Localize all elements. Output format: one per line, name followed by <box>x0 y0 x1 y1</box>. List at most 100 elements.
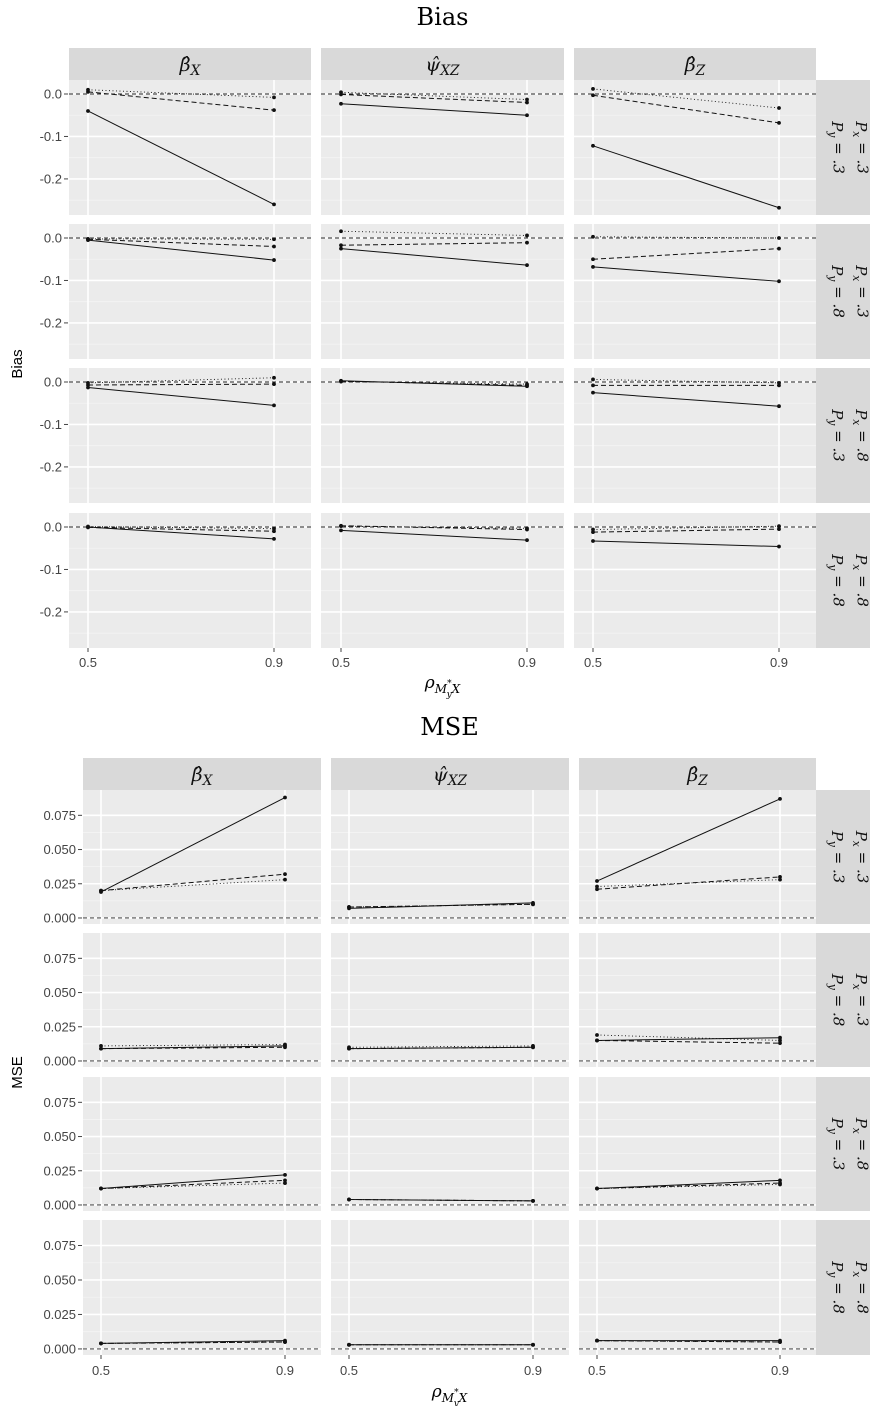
data-point-dotted <box>777 380 781 385</box>
y-tick-label: -0.2 <box>40 171 62 186</box>
data-point-dotted <box>86 524 90 529</box>
data-point-dotted <box>283 1340 287 1344</box>
facet-panel <box>579 1220 816 1355</box>
facet-panel <box>83 790 321 924</box>
series-line-dotted <box>596 1340 781 1343</box>
y-tick-label: -0.2 <box>40 604 62 619</box>
series-line-dotted <box>596 1183 781 1190</box>
data-point-dashed <box>595 1038 599 1043</box>
row-strip-label-py: Py = .3 <box>826 830 848 884</box>
column-strip-label: β̂Z <box>684 54 706 79</box>
data-point-dashed <box>778 875 782 879</box>
series-line-solid <box>340 529 528 541</box>
row-strip-label-py: Py = .3 <box>826 1117 848 1171</box>
data-point-dotted <box>591 527 595 532</box>
panel-background <box>321 224 564 359</box>
facet-panel <box>331 1077 569 1211</box>
y-tick-label: -0.2 <box>40 315 62 330</box>
facet-panel <box>83 933 321 1067</box>
data-point-dotted <box>339 90 343 95</box>
data-point-dashed <box>339 243 343 248</box>
panel-background <box>69 368 311 503</box>
x-tick-label: 0.5 <box>584 655 602 670</box>
data-point-dashed <box>591 383 595 388</box>
data-point-dotted <box>591 234 595 239</box>
panel-background <box>331 1220 569 1355</box>
row-strip-label-px: Px = .8 <box>850 1260 870 1314</box>
panel-background <box>69 80 311 215</box>
data-point-dashed <box>283 1178 287 1183</box>
y-tick-label: 0.025 <box>43 1163 76 1178</box>
series-line-dashed <box>87 526 275 532</box>
y-tick-label: 0.050 <box>43 1272 76 1287</box>
data-point-dotted <box>525 233 529 238</box>
data-point-dotted <box>99 888 103 893</box>
series-line-solid <box>592 145 780 209</box>
data-point-solid <box>272 258 276 262</box>
data-point-dashed <box>591 257 595 262</box>
row-strip <box>816 224 870 359</box>
chart-title: MSE <box>420 713 479 741</box>
series-line-dotted <box>596 1034 781 1041</box>
facet-panel <box>331 1220 569 1355</box>
data-point-dashed <box>283 1045 287 1050</box>
data-point-dotted <box>531 1198 535 1203</box>
data-point-dotted <box>339 379 343 384</box>
series-line-solid <box>100 1174 286 1190</box>
series-line-dashed <box>87 238 275 247</box>
facet-panel <box>321 80 564 215</box>
data-point-dotted <box>347 905 351 909</box>
column-strip <box>83 758 321 790</box>
row-strip-label-py: Py = .3 <box>826 408 848 462</box>
column-strip <box>69 48 311 80</box>
row-strip-label-px: Px = .8 <box>850 553 870 607</box>
panel-background <box>579 790 816 924</box>
panel-background <box>83 790 321 924</box>
series-line-solid <box>100 1340 286 1344</box>
x-tick-label: 0.9 <box>265 655 283 670</box>
y-tick-label: 0.000 <box>43 1053 76 1068</box>
data-point-dashed <box>99 1046 103 1051</box>
x-tick-label: 0.5 <box>79 655 97 670</box>
y-tick-label: 0.0 <box>44 231 62 246</box>
x-axis-label: ρM* yX <box>424 673 461 700</box>
data-point-dotted <box>531 1044 535 1048</box>
data-point-solid <box>591 539 595 543</box>
series-line-solid <box>340 248 528 266</box>
panel-background <box>321 368 564 503</box>
row-strip-label-py: Py = .8 <box>826 264 848 318</box>
row-strip <box>816 1220 870 1355</box>
data-point-dotted <box>778 1340 782 1344</box>
y-tick-label: 0.0 <box>44 520 62 535</box>
panel-background <box>69 513 311 648</box>
series-line-dashed <box>592 248 780 260</box>
data-point-dotted <box>531 1342 535 1347</box>
panel-background <box>574 513 816 648</box>
data-point-dashed <box>272 382 276 387</box>
data-point-dashed <box>778 1041 782 1046</box>
data-point-dashed <box>777 120 781 125</box>
x-tick-label: 0.9 <box>770 655 788 670</box>
data-point-dotted <box>272 95 276 100</box>
data-point-dashed <box>595 887 599 892</box>
x-tick-label: 0.9 <box>524 1363 542 1378</box>
data-point-solid <box>778 1178 782 1183</box>
data-point-dotted <box>525 97 529 102</box>
row-strip-label-px: Px = .3 <box>850 973 870 1027</box>
data-point-dotted <box>86 236 90 241</box>
y-axis-label: MSE <box>9 1056 26 1089</box>
y-tick-label: -0.1 <box>40 417 62 432</box>
series-line-dashed <box>340 380 528 386</box>
data-point-dashed <box>272 244 276 249</box>
series-line-solid <box>596 1179 781 1190</box>
facet-panel <box>69 513 311 648</box>
panel-background <box>579 1077 816 1211</box>
y-tick-label: 0.025 <box>43 876 76 891</box>
series-line-solid <box>87 387 275 406</box>
y-tick-label: -0.1 <box>40 562 62 577</box>
facet-panel <box>321 224 564 359</box>
facet-panel <box>574 368 816 503</box>
data-point-dotted <box>99 1186 103 1191</box>
panel-background <box>83 1077 321 1211</box>
facet-panel <box>331 933 569 1067</box>
